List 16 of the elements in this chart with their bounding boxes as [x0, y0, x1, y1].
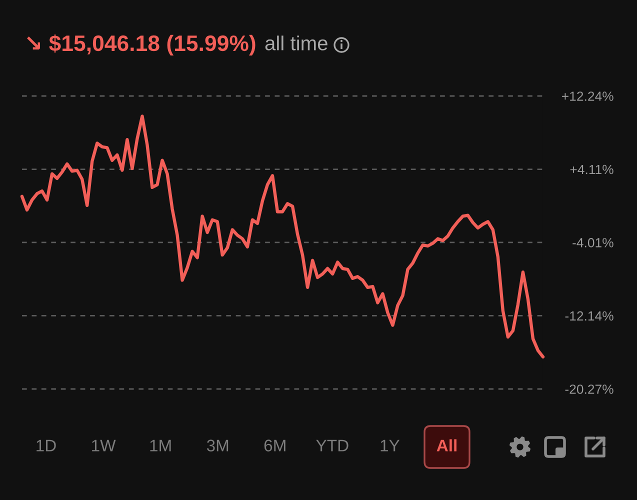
text: 3M — [206, 440, 228, 452]
text: 1W — [92, 440, 116, 452]
line-series — [20, 114, 545, 358]
chart-title: ↘ $15,046.18 (15.99%) — [27, 34, 256, 56]
text: 1Y — [380, 440, 400, 452]
text: YTD — [316, 440, 348, 452]
y-tick-label: -20.27% — [565, 384, 614, 394]
text: 1M — [150, 440, 171, 452]
y-tick-label: -12.14% — [565, 311, 614, 321]
text: 6M — [264, 440, 286, 452]
y-tick-label: +4.11% — [570, 164, 614, 174]
text: All — [436, 439, 456, 452]
text: 1D — [36, 440, 56, 452]
y-tick-label: -4.01% — [572, 238, 614, 248]
chart-subtitle: all time — [265, 36, 328, 50]
y-tick-label: +12.24% — [562, 92, 614, 101]
